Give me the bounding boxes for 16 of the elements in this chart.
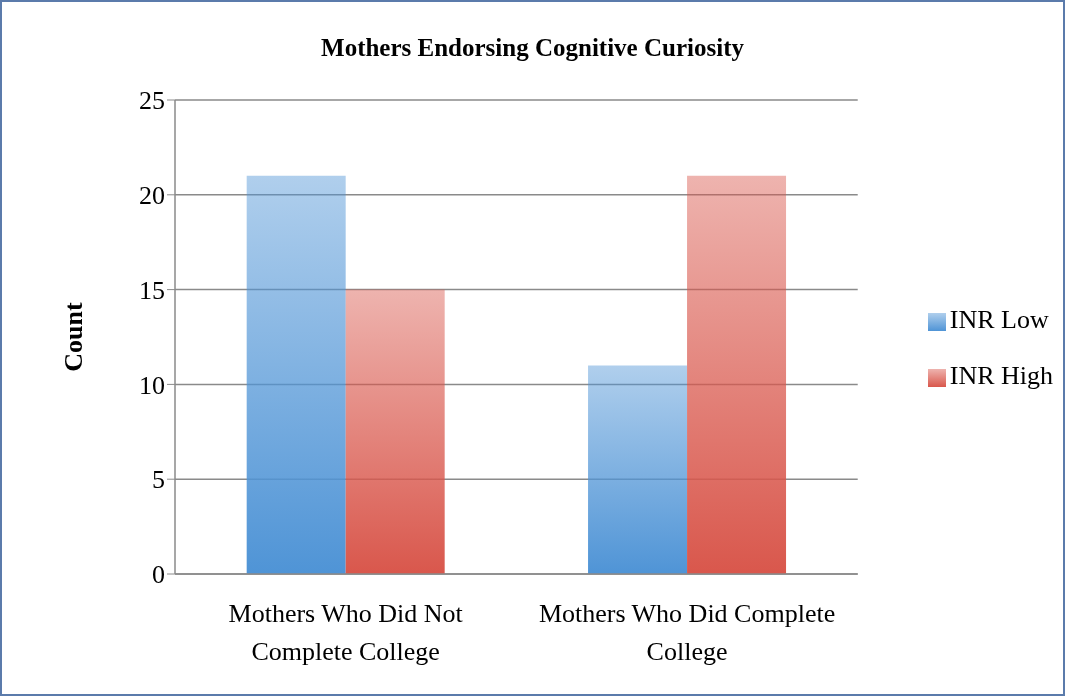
- legend-label: INR High: [949, 361, 1053, 390]
- y-tick-label: 10: [139, 370, 165, 400]
- bar: [345, 289, 445, 574]
- y-tick-label: 15: [139, 275, 165, 305]
- bar: [588, 365, 688, 574]
- legend-label: INR Low: [949, 305, 1049, 334]
- y-tick-label: 0: [152, 560, 165, 590]
- y-tick-label: 20: [139, 181, 165, 211]
- bar: [687, 175, 787, 574]
- y-tick-label: 25: [139, 86, 165, 116]
- chart-title: Mothers Endorsing Cognitive Curiosity: [320, 34, 745, 62]
- x-tick-label: Mothers Who Did Not Complete College: [228, 599, 464, 666]
- bar: [246, 175, 346, 574]
- y-axis-title: Count: [59, 301, 89, 372]
- x-tick-label: Mothers Who Did Complete College: [538, 599, 836, 666]
- y-tick-label: 5: [152, 465, 165, 495]
